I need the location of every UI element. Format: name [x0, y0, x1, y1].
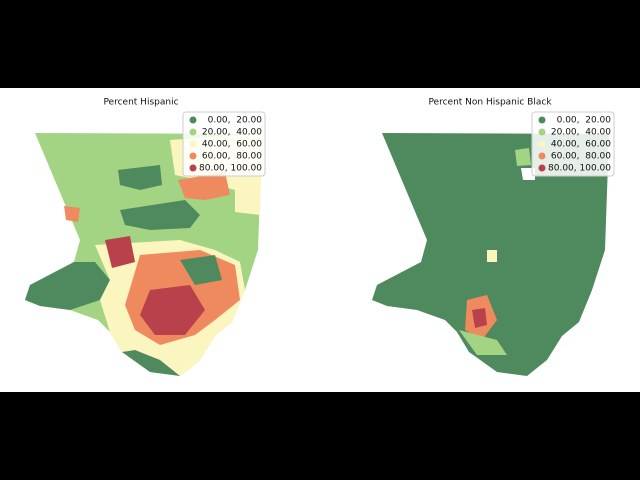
legend-label: 40.00, 60.00 — [551, 140, 611, 150]
map-title: Percent Hispanic — [103, 98, 178, 108]
legend-marker — [538, 164, 546, 172]
legend-label: 0.00, 20.00 — [208, 116, 263, 126]
map-black — [372, 133, 609, 376]
legend-marker — [189, 140, 197, 148]
legend-label: 60.00, 80.00 — [551, 152, 611, 162]
legend-label: 20.00, 40.00 — [551, 128, 611, 138]
legend-label: 20.00, 40.00 — [202, 128, 262, 138]
legend-box — [531, 111, 615, 177]
legend-marker — [538, 116, 546, 124]
legend-marker — [189, 152, 197, 160]
legend-label: 80.00, 100.00 — [548, 164, 611, 174]
legend-label: 40.00, 60.00 — [202, 140, 262, 150]
legend-marker — [538, 140, 546, 148]
legend-marker — [189, 116, 197, 124]
legend-box — [182, 111, 266, 177]
legend-label: 0.00, 20.00 — [557, 116, 612, 126]
legend: 0.00, 20.00 20.00, 40.00 40.00, 60.00 60.00… — [531, 111, 615, 177]
legend-label: 80.00, 100.00 — [199, 164, 262, 174]
map-title: Percent Non Hispanic Black — [428, 98, 552, 108]
legend-marker — [189, 164, 197, 172]
legend-marker — [538, 128, 546, 136]
legend-marker — [189, 128, 197, 136]
legend-label: 60.00, 80.00 — [202, 152, 262, 162]
map-hispanic — [25, 133, 262, 376]
legend-marker — [538, 152, 546, 160]
legend: 0.00, 20.00 20.00, 40.00 40.00, 60.00 60.00… — [182, 111, 266, 177]
